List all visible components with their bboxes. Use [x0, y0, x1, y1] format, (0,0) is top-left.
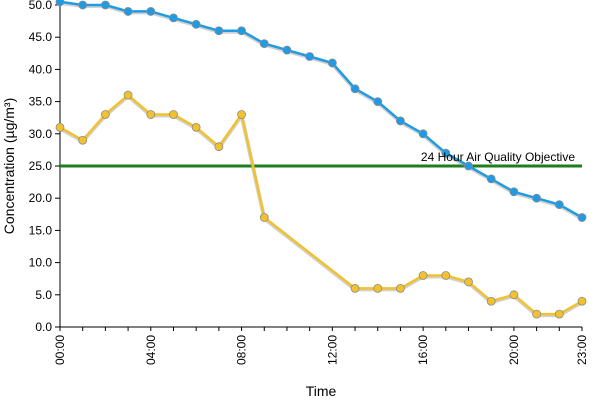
- data-point: [509, 187, 519, 197]
- x-tick-label: 16:00: [416, 335, 430, 365]
- data-point: [350, 84, 360, 94]
- data-point: [191, 19, 201, 29]
- series-2: [55, 90, 587, 319]
- data-point: [214, 26, 224, 36]
- data-point: [55, 0, 65, 7]
- data-point: [396, 116, 405, 126]
- data-point: [554, 309, 564, 319]
- y-tick-label: 30.0: [29, 127, 53, 141]
- data-point: [577, 296, 587, 306]
- data-point: [237, 26, 246, 36]
- y-tick-label: 10.0: [29, 256, 53, 270]
- data-point: [441, 148, 451, 158]
- x-tick-label: 04:00: [144, 335, 158, 365]
- data-point: [191, 122, 201, 132]
- data-point: [486, 296, 496, 306]
- series-line: [59, 0, 583, 219]
- x-tick-label: 12:00: [325, 335, 339, 365]
- series-line-shadow: [59, 94, 583, 318]
- data-point: [486, 174, 496, 184]
- y-tick-label: 20.0: [29, 191, 53, 205]
- y-tick-label: 25.0: [29, 159, 53, 173]
- data-point: [396, 283, 405, 293]
- y-tick-label: 40.0: [29, 62, 53, 76]
- data-point: [282, 45, 292, 55]
- x-tick-label: 23:00: [575, 335, 589, 365]
- data-point: [100, 0, 110, 10]
- data-point: [146, 110, 156, 119]
- x-tick-label: 08:00: [235, 335, 249, 365]
- reference-line-label: 24 Hour Air Quality Objective: [421, 150, 575, 164]
- data-point: [532, 193, 542, 203]
- data-point: [464, 161, 473, 171]
- data-point: [123, 7, 133, 16]
- data-point: [259, 39, 269, 49]
- data-point: [78, 135, 88, 145]
- x-axis-title: Time: [306, 383, 337, 399]
- data-point: [464, 277, 473, 287]
- data-point: [373, 97, 383, 106]
- data-point: [214, 142, 224, 152]
- data-point: [237, 110, 246, 119]
- data-point: [305, 52, 315, 61]
- y-tick-label: 0.0: [35, 320, 52, 334]
- x-tick-label: 00:00: [53, 335, 67, 365]
- data-point: [100, 110, 110, 119]
- y-axis-title: Concentration (µg/m³): [1, 98, 17, 234]
- data-point: [78, 0, 88, 10]
- data-point: [532, 309, 542, 319]
- y-tick-label: 50.0: [29, 0, 53, 12]
- data-point: [418, 271, 428, 280]
- data-point: [123, 90, 133, 100]
- axes: 0.0 5.0 10.0 15.0 20.0 25.0 30.0 35.0 40.0 45.0 50…: [29, 0, 589, 365]
- data-point: [55, 122, 65, 132]
- data-point: [169, 110, 178, 119]
- data-point: [577, 213, 587, 222]
- data-point: [509, 290, 519, 300]
- data-point: [350, 283, 360, 293]
- x-tick-label: 20:00: [507, 335, 521, 365]
- y-tick-label: 5.0: [35, 288, 52, 302]
- y-tick-label: 15.0: [29, 223, 53, 237]
- data-point: [418, 129, 428, 139]
- data-point: [554, 200, 564, 210]
- data-point: [169, 13, 178, 23]
- data-point: [441, 271, 451, 280]
- y-tick-label: 45.0: [29, 30, 53, 44]
- series-line: [59, 93, 583, 316]
- series-group: [55, 0, 587, 319]
- data-point: [327, 58, 337, 68]
- data-point: [373, 283, 383, 293]
- data-point: [259, 213, 269, 222]
- y-tick-label: 35.0: [29, 95, 53, 109]
- data-point: [146, 7, 156, 16]
- series-1: [55, 0, 587, 222]
